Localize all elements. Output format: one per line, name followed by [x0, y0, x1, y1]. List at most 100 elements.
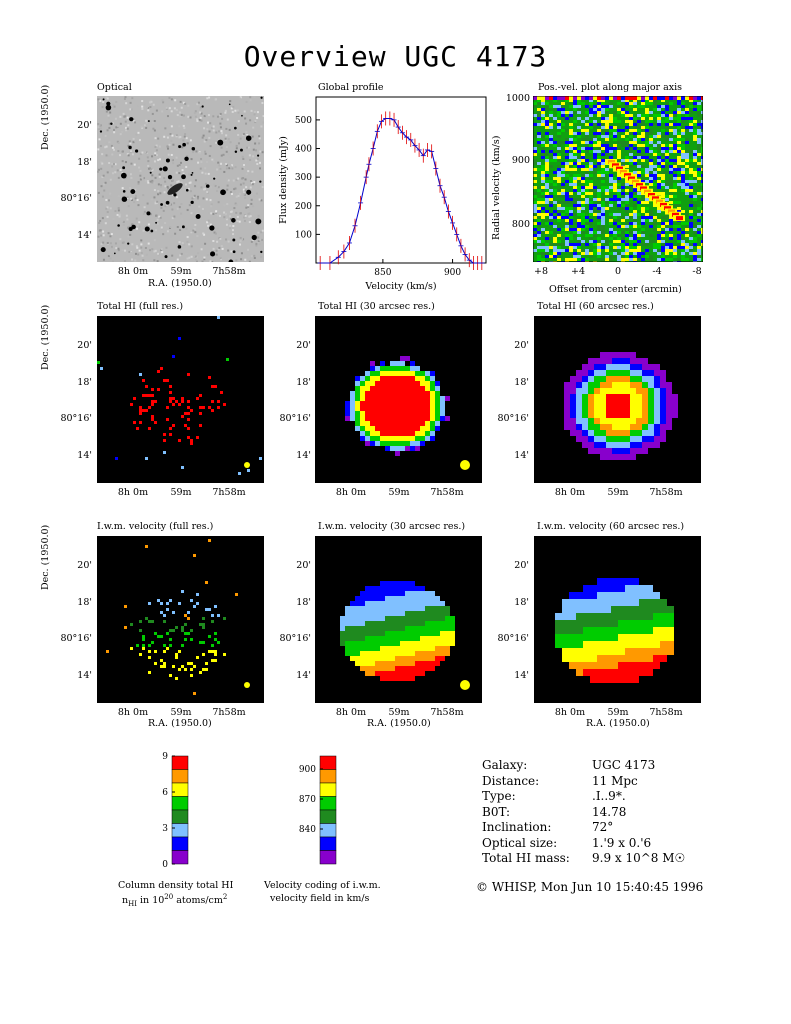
map-pixel [618, 620, 625, 627]
map-pixel [181, 397, 184, 400]
map-pixel [420, 586, 425, 591]
map-pixel [618, 669, 625, 676]
map-pixel [400, 396, 405, 401]
map-pixel [636, 430, 642, 436]
map-pixel [612, 454, 618, 460]
map-pixel [648, 370, 654, 376]
map-pixel [360, 656, 365, 661]
map-pixel [178, 650, 181, 653]
map-pixel [199, 406, 202, 409]
info-key: Total HI mass: [482, 851, 570, 865]
map-pixel [390, 391, 395, 396]
map-pixel [646, 627, 653, 634]
map-pixel [425, 591, 430, 596]
map-pixel [217, 316, 220, 319]
info-key: Distance: [482, 773, 540, 788]
map-pixel [415, 646, 420, 651]
map-pixel [365, 606, 370, 611]
map-pixel [562, 627, 569, 634]
map-pixel [175, 677, 178, 680]
map-pixel [211, 409, 214, 412]
map-pixel [139, 412, 142, 415]
map-pixel [370, 606, 375, 611]
map-pixel [355, 596, 360, 601]
map-pixel [370, 656, 375, 661]
map-pixel [365, 371, 370, 376]
map-pixel [350, 621, 355, 626]
map-pixel [612, 418, 618, 424]
info-value: 11 Mpc [592, 773, 638, 788]
map-pixel [588, 394, 594, 400]
map-pixel [624, 352, 630, 358]
map-pixel [583, 641, 590, 648]
map-pixel [604, 634, 611, 641]
map-pixel [410, 606, 415, 611]
map-pixel [181, 629, 184, 632]
map-pixel [410, 416, 415, 421]
map-pixel [405, 656, 410, 661]
pv-emission [632, 179, 639, 184]
map-pixel [415, 616, 420, 621]
map-pixel [660, 655, 667, 662]
star [232, 238, 236, 242]
map-pixel [642, 364, 648, 370]
dec-tick-label: 80°16' [279, 633, 311, 644]
map-pixel [590, 655, 597, 662]
map-pixel [430, 381, 435, 386]
star [160, 203, 163, 206]
map-pixel [583, 592, 590, 599]
map-pixel [630, 412, 636, 418]
map-pixel [594, 448, 600, 454]
map-pixel [624, 418, 630, 424]
plot-frame [315, 96, 487, 264]
map-pixel [380, 386, 385, 391]
map-pixel [385, 411, 390, 416]
map-pixel [410, 581, 415, 586]
map-pixel [405, 606, 410, 611]
map-pixel [360, 621, 365, 626]
colorbar-swatch [319, 782, 337, 797]
map-pixel [600, 424, 606, 430]
map-pixel [142, 647, 145, 650]
map-pixel [395, 586, 400, 591]
map-pixel [385, 591, 390, 596]
map-pixel [624, 424, 630, 430]
map-pixel [175, 400, 178, 403]
map-pixel [420, 636, 425, 641]
map-pixel [166, 379, 169, 382]
map-pixel [636, 370, 642, 376]
map-pixel [625, 606, 632, 613]
map-pixel [370, 441, 375, 446]
map-pixel [618, 641, 625, 648]
map-pixel [166, 632, 169, 635]
map-pixel [187, 418, 190, 421]
map-pixel [420, 596, 425, 601]
colorbar-swatch [319, 836, 337, 851]
map-pixel [660, 400, 666, 406]
map-pixel [600, 412, 606, 418]
map-pixel [564, 406, 570, 412]
map-pixel [151, 394, 154, 397]
map-pixel [350, 401, 355, 406]
map-pixel [435, 596, 440, 601]
offset-tick-label: +4 [570, 266, 586, 277]
map-pixel [435, 381, 440, 386]
map-pixel [611, 669, 618, 676]
map-pixel [410, 616, 415, 621]
map-pixel [654, 430, 660, 436]
map-pixel [400, 641, 405, 646]
map-pixel [405, 406, 410, 411]
map-pixel [395, 636, 400, 641]
map-pixel [211, 644, 214, 647]
map-pixel [178, 439, 181, 442]
map-pixel [184, 412, 187, 415]
map-pixel [375, 671, 380, 676]
map-pixel [345, 631, 350, 636]
vel-30-title: I.w.m. velocity (30 arcsec res.) [318, 521, 466, 532]
map-pixel [654, 418, 660, 424]
map-pixel [642, 370, 648, 376]
map-pixel [639, 606, 646, 613]
pv-emission [624, 173, 631, 178]
map-pixel [425, 391, 430, 396]
star [251, 234, 257, 241]
